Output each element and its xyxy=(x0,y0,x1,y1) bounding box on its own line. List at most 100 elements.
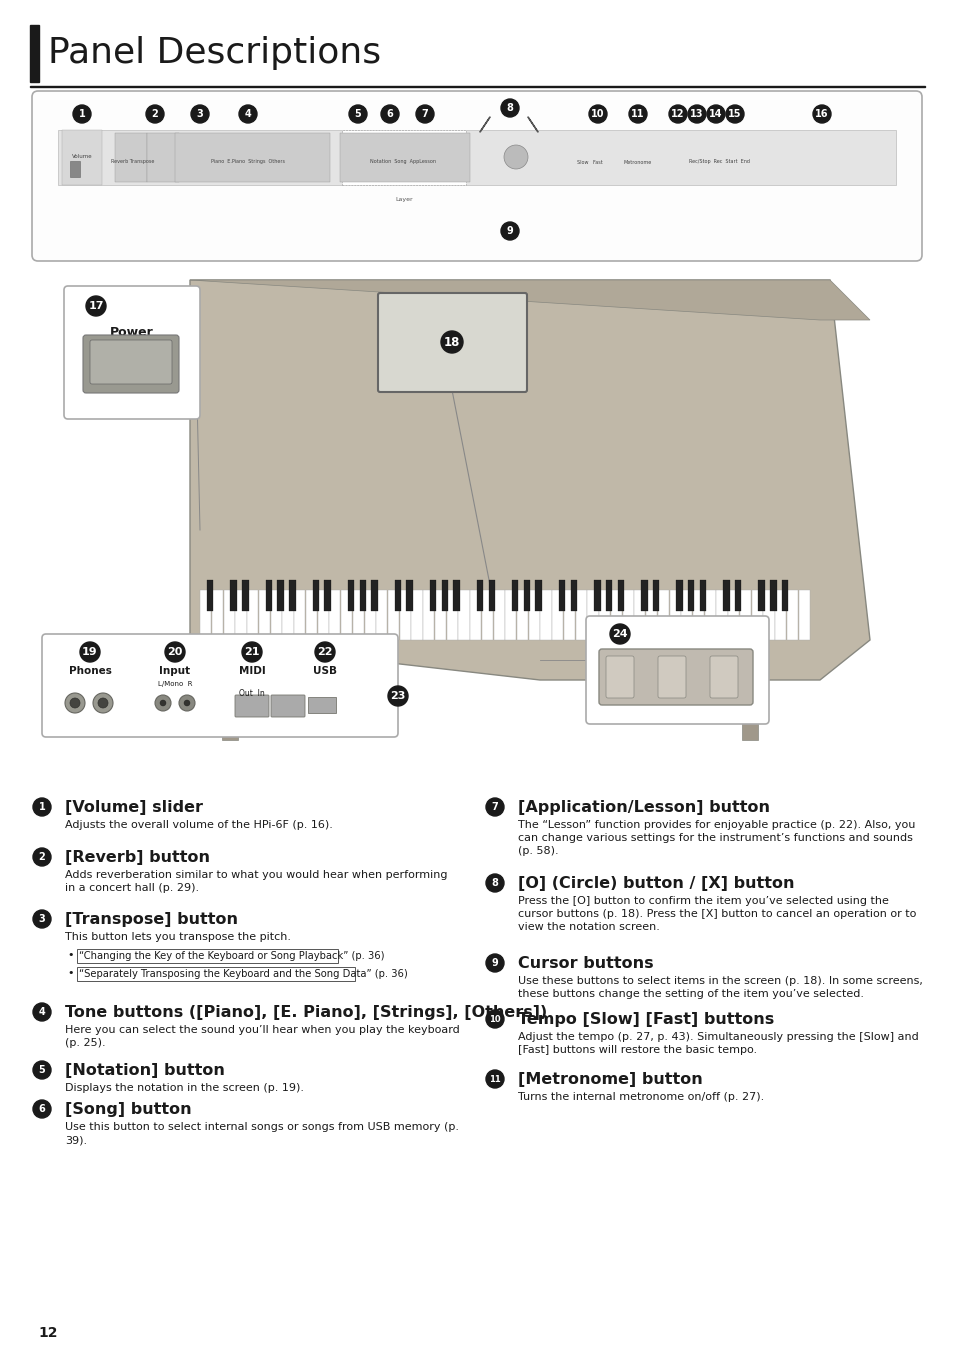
Text: Reverb Transpose: Reverb Transpose xyxy=(112,159,154,165)
Bar xyxy=(147,134,179,182)
Circle shape xyxy=(416,105,434,123)
Text: 11: 11 xyxy=(631,109,644,119)
Text: [Metronome] button: [Metronome] button xyxy=(517,1072,702,1087)
Text: 20: 20 xyxy=(167,647,182,657)
Text: Panel Descriptions: Panel Descriptions xyxy=(48,36,381,70)
Bar xyxy=(570,580,577,612)
Text: [Notation] button: [Notation] button xyxy=(65,1062,225,1079)
Text: 2: 2 xyxy=(152,109,158,119)
Bar xyxy=(435,590,446,640)
Bar xyxy=(699,580,705,612)
Bar xyxy=(224,590,234,640)
FancyBboxPatch shape xyxy=(42,634,397,737)
Circle shape xyxy=(588,105,606,123)
Circle shape xyxy=(687,105,705,123)
Circle shape xyxy=(86,296,106,316)
Text: Displays the notation in the screen (p. 19).: Displays the notation in the screen (p. … xyxy=(65,1083,304,1094)
Bar xyxy=(77,949,337,963)
Bar xyxy=(758,580,764,612)
Bar xyxy=(341,590,352,640)
Circle shape xyxy=(485,1071,503,1088)
Circle shape xyxy=(33,1003,51,1021)
Bar xyxy=(341,130,465,185)
Text: •: • xyxy=(67,950,73,960)
Bar xyxy=(493,590,504,640)
Bar xyxy=(704,590,715,640)
FancyBboxPatch shape xyxy=(598,649,752,705)
Circle shape xyxy=(380,105,398,123)
Text: 6: 6 xyxy=(386,109,393,119)
Bar xyxy=(722,580,729,612)
Bar xyxy=(115,134,147,182)
Bar xyxy=(317,590,329,640)
Text: 1: 1 xyxy=(38,802,46,811)
Circle shape xyxy=(80,643,100,662)
Circle shape xyxy=(191,105,209,123)
Bar xyxy=(308,697,335,713)
Text: 9: 9 xyxy=(491,958,497,968)
Text: Use this button to select internal songs or songs from USB memory (p.
39).: Use this button to select internal songs… xyxy=(65,1122,458,1145)
Text: 15: 15 xyxy=(727,109,741,119)
Text: Power: Power xyxy=(110,327,153,339)
Bar xyxy=(371,580,377,612)
Bar xyxy=(540,590,551,640)
Bar xyxy=(505,590,516,640)
Text: Use these buttons to select items in the screen (p. 18). In some screens,
these : Use these buttons to select items in the… xyxy=(517,976,922,999)
Bar xyxy=(716,590,727,640)
Circle shape xyxy=(179,695,194,711)
Text: 13: 13 xyxy=(690,109,703,119)
FancyArrow shape xyxy=(479,117,490,132)
FancyBboxPatch shape xyxy=(64,286,200,418)
Bar xyxy=(375,590,387,640)
Text: 21: 21 xyxy=(244,647,259,657)
Bar xyxy=(676,580,682,612)
Bar xyxy=(658,590,668,640)
Bar xyxy=(740,590,750,640)
Bar xyxy=(324,580,331,612)
Bar xyxy=(687,580,694,612)
Bar xyxy=(528,590,539,640)
Text: L/Mono  R: L/Mono R xyxy=(157,680,193,687)
Text: 18: 18 xyxy=(443,336,459,348)
Circle shape xyxy=(706,105,724,123)
Bar xyxy=(741,680,758,740)
Circle shape xyxy=(485,954,503,972)
Text: 1: 1 xyxy=(78,109,85,119)
Bar xyxy=(552,590,563,640)
Bar xyxy=(605,580,612,612)
Bar xyxy=(441,580,448,612)
Bar xyxy=(58,130,895,185)
Bar xyxy=(587,590,598,640)
Bar xyxy=(212,590,223,640)
Bar xyxy=(329,590,340,640)
Text: •: • xyxy=(67,968,73,977)
Text: 3: 3 xyxy=(196,109,203,119)
Circle shape xyxy=(92,693,112,713)
Bar xyxy=(798,590,809,640)
Bar xyxy=(388,590,398,640)
Circle shape xyxy=(500,221,518,240)
Bar xyxy=(277,580,284,612)
Text: 11: 11 xyxy=(489,1075,500,1084)
Bar xyxy=(242,580,249,612)
Bar xyxy=(634,590,645,640)
Bar xyxy=(727,590,739,640)
Bar xyxy=(271,590,281,640)
FancyBboxPatch shape xyxy=(709,656,738,698)
Bar xyxy=(680,590,692,640)
Bar xyxy=(231,580,236,612)
Circle shape xyxy=(70,698,80,707)
Bar xyxy=(62,130,102,185)
Bar xyxy=(313,580,318,612)
Bar xyxy=(774,590,785,640)
Bar xyxy=(769,580,776,612)
FancyBboxPatch shape xyxy=(585,616,768,724)
Circle shape xyxy=(165,643,185,662)
Circle shape xyxy=(388,686,408,706)
Circle shape xyxy=(239,105,256,123)
Text: Rec/Stop  Rec  Start  End: Rec/Stop Rec Start End xyxy=(689,159,750,165)
Text: Layer: Layer xyxy=(395,197,413,201)
Bar xyxy=(339,134,470,182)
Text: Out  In: Out In xyxy=(239,688,265,698)
Bar xyxy=(77,967,355,981)
